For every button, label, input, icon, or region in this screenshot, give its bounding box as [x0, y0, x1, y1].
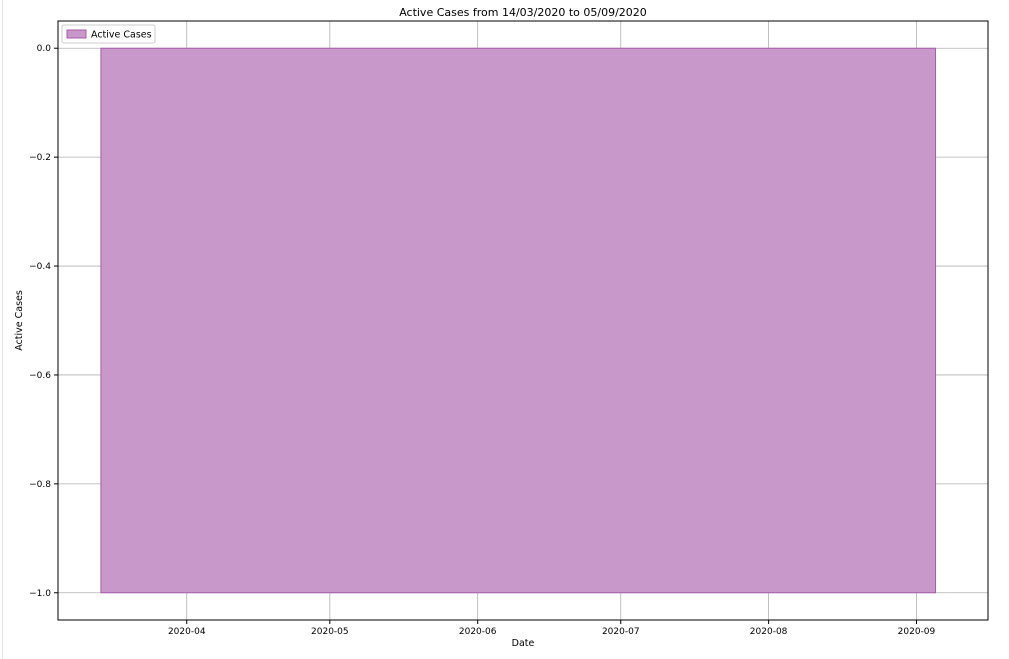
legend-swatch	[66, 29, 87, 39]
y-tick-label: −1.0	[29, 589, 51, 599]
y-tick-label: −0.4	[29, 262, 51, 272]
y-axis-label: Active Cases	[14, 290, 25, 351]
legend: Active Cases	[61, 24, 156, 44]
x-axis-label: Date	[512, 638, 535, 649]
plot-frame	[57, 20, 989, 621]
legend-entry-label: Active Cases	[91, 30, 152, 41]
y-tick-label: −0.8	[29, 480, 51, 490]
series-area-active-cases	[100, 47, 937, 594]
x-tick-label: 2020-07	[602, 627, 640, 637]
chart-title: Active Cases from 14/03/2020 to 05/09/20…	[399, 6, 647, 19]
x-tick-label: 2020-04	[168, 627, 206, 637]
y-tick-label: −0.6	[29, 371, 51, 381]
y-tick-label: 0.0	[37, 44, 52, 54]
x-axis-ticks: 2020-04 2020-05 2020-06 2020-07 2020-08 2020-…	[168, 620, 936, 637]
x-tick-label: 2020-05	[311, 627, 349, 637]
notebook-left-border	[2, 0, 3, 659]
x-tick-label: 2020-08	[750, 627, 788, 637]
x-tick-label: 2020-09	[898, 627, 936, 637]
series-layer	[100, 47, 937, 594]
y-axis-ticks: 0.0 −0.2 −0.4 −0.6 −0.8 −1.0	[29, 44, 58, 599]
y-tick-label: −0.2	[29, 153, 51, 163]
x-tick-label: 2020-06	[459, 627, 497, 637]
